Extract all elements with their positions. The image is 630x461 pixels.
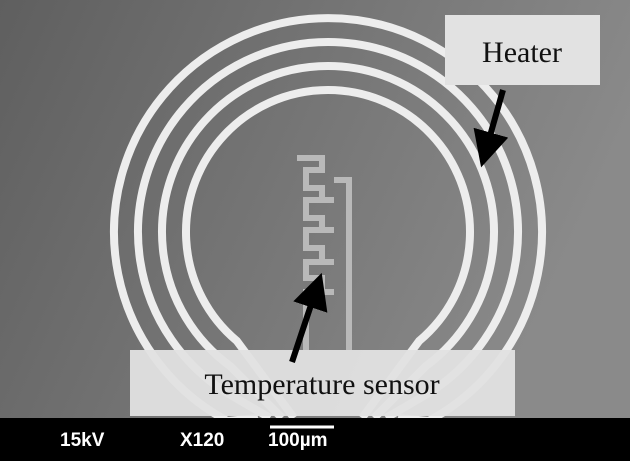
heater-label: Heater: [482, 36, 562, 69]
magnification: X120: [180, 430, 224, 451]
sem-image: Heater Temperature sensor 15kV X120 100µ…: [0, 0, 630, 461]
sensor-label: Temperature sensor: [204, 368, 439, 401]
voltage: 15kV: [60, 430, 105, 451]
page: Heater Temperature sensor 15kV X120 100µ…: [0, 0, 630, 461]
scale: 100µm: [268, 430, 328, 451]
